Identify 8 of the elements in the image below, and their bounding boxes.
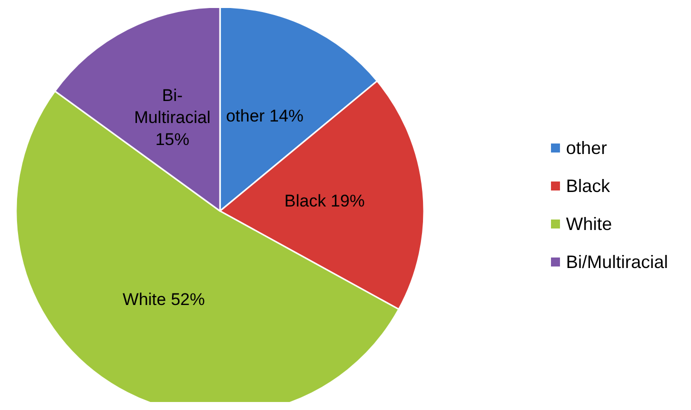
data-label: Bi-Multiracial 15% — [134, 86, 211, 149]
data-label: Black 19% — [284, 192, 365, 211]
legend-label: other — [566, 138, 608, 158]
legend-label: White — [566, 214, 612, 234]
data-label: White 52% — [122, 290, 205, 310]
legend-label: Black — [566, 176, 611, 196]
legend-label: Bi/Multiracial — [566, 252, 668, 272]
data-label: other 14% — [226, 106, 304, 126]
